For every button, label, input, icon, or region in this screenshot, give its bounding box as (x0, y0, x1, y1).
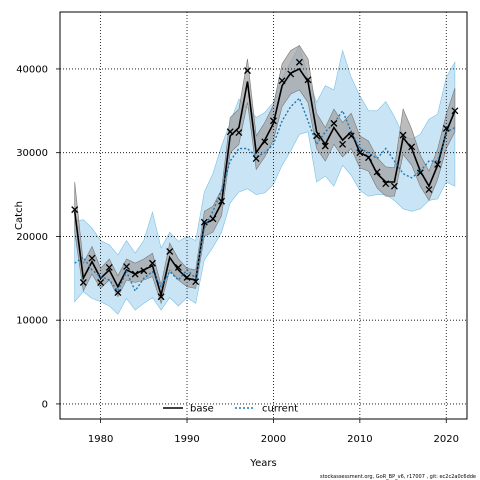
observed-point-1999 (261, 138, 269, 146)
observed-point-2011 (365, 154, 372, 162)
axis-ticks: 1980 1990 2000 2010 2020 0 10000 20000 30000 4000… (16, 64, 459, 445)
observed-point-2018 (425, 186, 433, 193)
observed-point-2010 (356, 149, 364, 157)
line-current (74, 97, 456, 293)
x-tick-label-1990: 1990 (174, 434, 199, 445)
observed-point-2003 (295, 58, 303, 66)
x-axis-title: Years (249, 458, 276, 469)
observed-point-1996 (235, 129, 243, 137)
line-base (73, 67, 456, 299)
observed-point-1990 (183, 274, 191, 281)
observed-point-2009 (347, 132, 355, 140)
observed-point-2004 (304, 76, 312, 84)
observed-point-2008 (339, 140, 347, 148)
observed-point-1998 (252, 155, 260, 163)
observed-point-2013 (382, 180, 390, 188)
x-tick-label-2020: 2020 (434, 434, 459, 445)
observed-point-1997 (244, 67, 251, 75)
y-tick-label-20000: 20000 (16, 232, 48, 243)
observed-point-2019 (434, 160, 442, 168)
observed-point-2014 (390, 182, 398, 190)
observed-point-1981 (105, 263, 113, 271)
legend: base current (163, 404, 298, 415)
observed-point-2020 (442, 124, 450, 132)
observed-point-1984 (131, 270, 139, 278)
legend-label-current: current (262, 404, 298, 415)
observed-point-1986 (149, 259, 156, 267)
observed-point-2001 (278, 77, 286, 85)
observed-point-1988 (166, 248, 174, 255)
observed-point-1989 (174, 263, 182, 271)
observed-point-1993 (209, 215, 217, 223)
observed-point-1980 (97, 279, 105, 286)
y-tick-label-40000: 40000 (16, 64, 48, 75)
observed-point-2021 (451, 107, 459, 115)
observed-point-2015 (399, 131, 407, 139)
observed-points (71, 58, 459, 301)
legend-label-base: base (190, 404, 214, 415)
footer-credit: stockassessment.org, GoR_BP_v6, r17007 ,… (320, 474, 476, 480)
y-tick-label-0: 0 (42, 399, 48, 410)
observed-point-1978 (79, 279, 87, 286)
observed-point-2006 (321, 142, 329, 150)
observed-point-2005 (313, 132, 321, 140)
observed-point-1994 (218, 197, 226, 205)
observed-point-1987 (157, 293, 165, 301)
observed-point-1995 (226, 128, 234, 136)
observed-point-2007 (330, 119, 338, 127)
observed-point-1979 (88, 254, 96, 262)
observed-point-1982 (114, 289, 122, 297)
observed-point-1991 (192, 278, 200, 286)
x-tick-label-2000: 2000 (261, 434, 286, 445)
observed-point-2000 (269, 117, 277, 125)
y-axis-title: Catch (14, 201, 25, 230)
observed-point-1985 (140, 267, 148, 275)
y-tick-label-10000: 10000 (16, 316, 48, 327)
observed-point-2017 (416, 169, 424, 177)
series-lines (73, 67, 456, 299)
y-tick-label-30000: 30000 (16, 148, 48, 159)
observed-point-2002 (287, 70, 295, 78)
x-tick-label-1980: 1980 (88, 434, 113, 445)
observed-point-1992 (200, 218, 208, 226)
observed-point-2012 (373, 168, 381, 176)
observed-point-2016 (408, 143, 416, 151)
observed-point-1983 (123, 263, 130, 271)
plot-frame (59, 11, 468, 420)
x-tick-label-2010: 2010 (347, 434, 372, 445)
confidence-bands (74, 44, 456, 315)
gridlines (60, 12, 467, 419)
observed-point-1977 (71, 206, 79, 214)
